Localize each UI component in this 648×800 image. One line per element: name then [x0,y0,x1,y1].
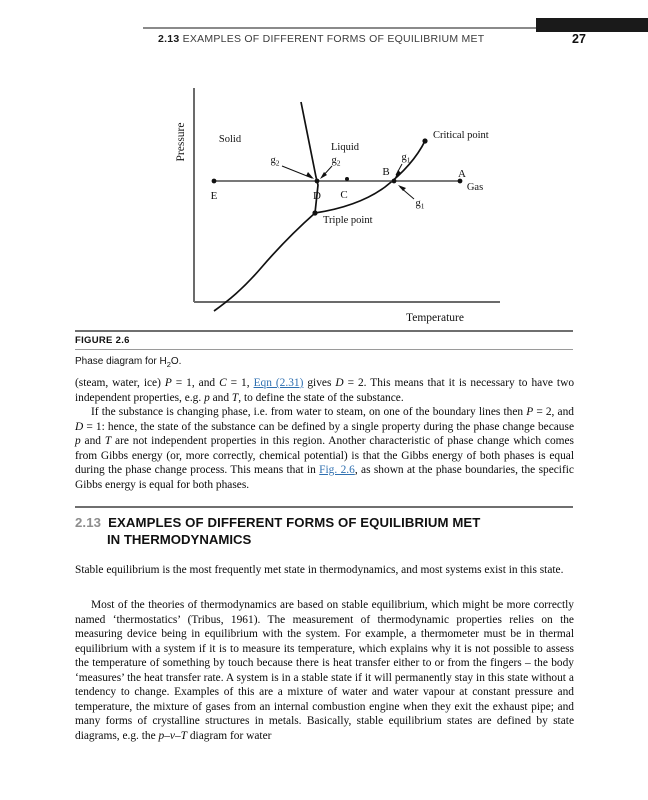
point-label-a: A [458,168,466,180]
gibbs-label-g2-right: g2 [332,155,341,168]
p2-s2: = 2, and [533,406,574,419]
paragraph-4: Most of the theories of thermodynamics a… [75,598,574,743]
body-text-lower-second: Most of the theories of thermodynamics a… [75,598,574,743]
p4-s2: diagram for water [187,729,272,742]
figure-caption-subscript: 2 [166,360,171,369]
p1-and: and [209,391,232,404]
point-label-b: B [382,166,389,178]
figure-caption: Phase diagram for H2O. [75,350,575,369]
section-heading-2-13: 2.13 EXAMPLES OF DIFFERENT FORMS OF EQUIL… [75,506,574,548]
point-marker-d [314,178,320,184]
annotation-triple-point: Triple point [323,215,373,226]
paragraph-3: Stable equilibrium is the most frequentl… [75,564,564,576]
p2-s4: and [80,435,105,448]
p1-eq1: = 1, and [171,377,220,389]
gibbs-arrowhead-g2-right [320,172,327,179]
figure-caption-pre: Phase diagram for H [75,356,167,367]
p2-s6: , as shown at the phase boundaries, the … [75,464,574,491]
p4-var-pvt: p–v–T [158,729,187,742]
page-header: 2.13 EXAMPLES OF DIFFERENT FORMS OF EQUI… [0,0,648,56]
point-label-d: D [313,190,321,202]
section-title-line-2: IN THERMODYNAMICS [107,531,252,547]
p1-post: , to define the state of the substance. [238,391,404,404]
figure-caption-post: O. [170,356,182,367]
p1-mid: gives [303,377,336,389]
p2-var-t: T [104,435,112,448]
header-rule [143,27,648,29]
section-title-text-1: EXAMPLES OF DIFFERENT FORMS OF EQUILIBRI… [108,515,481,530]
gibbs-arrowhead-g1-upper [395,170,401,178]
point-marker-e [211,178,217,184]
running-head-section-number: 2.13 [158,33,180,45]
p2-var-p2: p [75,435,81,448]
section-title-line-1: 2.13 EXAMPLES OF DIFFERENT FORMS OF EQUIL… [75,515,574,532]
point-marker-b [391,178,397,184]
running-head-title: EXAMPLES OF DIFFERENT FORMS OF EQUILIBRI… [182,33,485,45]
phase-diagram-chart: Pressure Temperature Solid Liquid Gas E … [175,88,500,324]
vaporization-curve [314,140,426,214]
gibbs-label-g1-upper: g1 [402,152,411,165]
p1-eq2: = 1, [226,377,254,389]
p2-s5: are not independent properties in this r… [75,435,574,477]
p2-s3: = 1: hence, the state of the substance c… [83,420,574,433]
point-marker-triple [312,210,318,216]
region-label-liquid: Liquid [331,142,360,153]
p2-s1: If the substance is changing phase, i.e.… [91,406,527,419]
p1-pre: (steam, water, ice) [75,377,165,389]
p1-var-p2: p [204,391,210,404]
gibbs-arrowhead-g1-lower [398,185,406,191]
running-head: 2.13 EXAMPLES OF DIFFERENT FORMS OF EQUI… [158,33,484,45]
point-marker-a [457,178,463,184]
p1-eq3: = 2. This means that it is necessary to … [75,377,575,404]
point-marker-critical [422,138,428,144]
body-text-upper: (steam, water, ice) P = 1, and C = 1, Eq… [75,376,574,492]
paragraph-1: (steam, water, ice) P = 1, and C = 1, Eq… [75,376,574,405]
p2-var-p: P [526,406,534,419]
point-marker-c [345,177,349,181]
link-fig-2-6[interactable]: Fig. 2.6 [319,464,355,477]
point-label-e: E [211,190,218,202]
region-label-solid: Solid [219,134,242,145]
p1-var-t: T [231,391,239,404]
p1-var-c: C [219,377,227,389]
annotation-critical-point: Critical point [433,130,489,141]
sublimation-curve [213,212,316,312]
p1-var-p: P [164,377,172,389]
figure-rule-mid [75,349,573,350]
gibbs-arrowhead-g2-left [306,172,314,179]
figure-2-6: Pressure Temperature Solid Liquid Gas E … [75,80,575,332]
p1-var-d: D [335,377,344,389]
figure-rule-top [75,330,573,332]
y-axis-label: Pressure [175,123,187,162]
gibbs-label-g2-left: g2 [271,155,280,168]
figure-caption-block: FIGURE 2.6 Phase diagram for H2O. [75,330,575,369]
link-eqn-2-31[interactable]: Eqn (2.31) [253,377,304,389]
p4-s1: Most of the theories of thermodynamics a… [75,599,574,742]
point-label-c: C [340,189,347,201]
paragraph-2: If the substance is changing phase, i.e.… [75,405,574,492]
region-label-gas: Gas [467,182,483,193]
page-number: 27 [572,32,586,46]
section-number: 2.13 [75,515,102,530]
gibbs-label-g1-lower: g1 [416,198,425,211]
x-axis-label: Temperature [406,312,464,324]
body-text-lower-first: Stable equilibrium is the most frequentl… [75,563,574,578]
p2-var-d: D [75,420,84,433]
header-thumb-tab [536,18,648,32]
figure-label: FIGURE 2.6 [75,335,130,346]
section-rule [75,506,573,508]
